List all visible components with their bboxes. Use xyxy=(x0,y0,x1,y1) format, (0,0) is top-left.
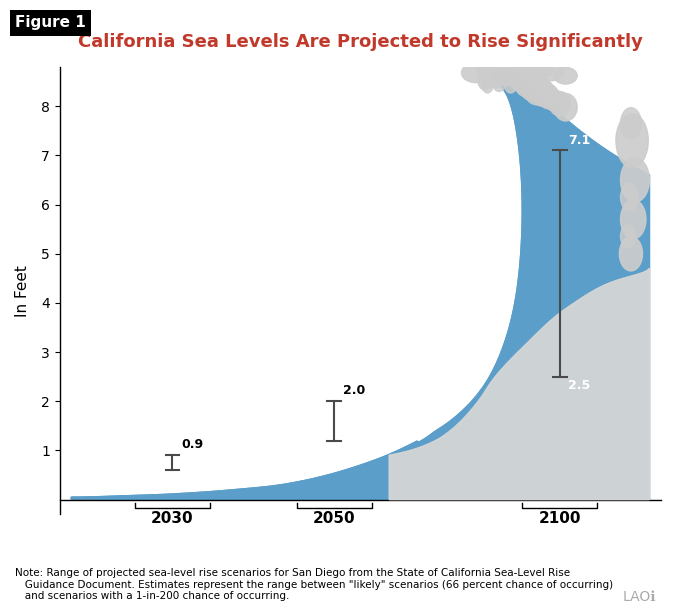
Ellipse shape xyxy=(514,69,535,97)
Text: 1.2: 1.2 xyxy=(320,443,343,456)
Text: 2.0: 2.0 xyxy=(343,384,365,397)
Ellipse shape xyxy=(478,68,491,90)
Ellipse shape xyxy=(482,75,493,93)
Polygon shape xyxy=(389,269,650,499)
Ellipse shape xyxy=(545,90,563,111)
Y-axis label: In Feet: In Feet xyxy=(15,264,30,317)
Ellipse shape xyxy=(538,84,558,109)
Polygon shape xyxy=(71,71,650,499)
Ellipse shape xyxy=(492,72,506,92)
Title: California Sea Levels Are Projected to Rise Significantly: California Sea Levels Are Projected to R… xyxy=(78,33,643,52)
Ellipse shape xyxy=(525,58,554,77)
Ellipse shape xyxy=(498,50,535,74)
Text: 2100: 2100 xyxy=(539,511,581,526)
Ellipse shape xyxy=(524,73,550,105)
Polygon shape xyxy=(71,71,650,499)
Polygon shape xyxy=(389,269,650,499)
Polygon shape xyxy=(418,76,494,440)
Ellipse shape xyxy=(482,60,499,88)
Ellipse shape xyxy=(619,237,642,271)
Ellipse shape xyxy=(504,65,523,87)
Text: 0.9: 0.9 xyxy=(181,438,203,451)
Ellipse shape xyxy=(462,63,491,82)
Text: 2050: 2050 xyxy=(313,511,356,526)
Ellipse shape xyxy=(621,183,638,211)
Text: 7.1: 7.1 xyxy=(569,133,591,146)
Ellipse shape xyxy=(498,60,518,85)
Ellipse shape xyxy=(621,108,642,139)
Ellipse shape xyxy=(486,56,506,87)
Text: 2.5: 2.5 xyxy=(569,379,591,392)
Ellipse shape xyxy=(491,56,514,85)
Text: 0.6: 0.6 xyxy=(158,472,180,485)
Text: Note: Range of projected sea-level rise scenarios for San Diego from the State o: Note: Range of projected sea-level rise … xyxy=(15,568,613,601)
Ellipse shape xyxy=(504,75,517,93)
Ellipse shape xyxy=(616,114,648,168)
Ellipse shape xyxy=(485,49,525,77)
Ellipse shape xyxy=(512,54,544,75)
Text: 2030: 2030 xyxy=(151,511,194,526)
Ellipse shape xyxy=(531,79,554,106)
Ellipse shape xyxy=(538,63,564,81)
Text: Figure 1: Figure 1 xyxy=(15,15,86,30)
Ellipse shape xyxy=(621,200,646,239)
Ellipse shape xyxy=(554,93,577,121)
Ellipse shape xyxy=(510,67,528,92)
Polygon shape xyxy=(418,76,494,440)
Ellipse shape xyxy=(550,92,571,116)
Ellipse shape xyxy=(554,68,577,84)
Ellipse shape xyxy=(519,71,542,100)
Ellipse shape xyxy=(621,224,635,248)
Text: LAOℹ: LAOℹ xyxy=(622,590,656,604)
Ellipse shape xyxy=(621,158,650,202)
Ellipse shape xyxy=(476,54,510,78)
